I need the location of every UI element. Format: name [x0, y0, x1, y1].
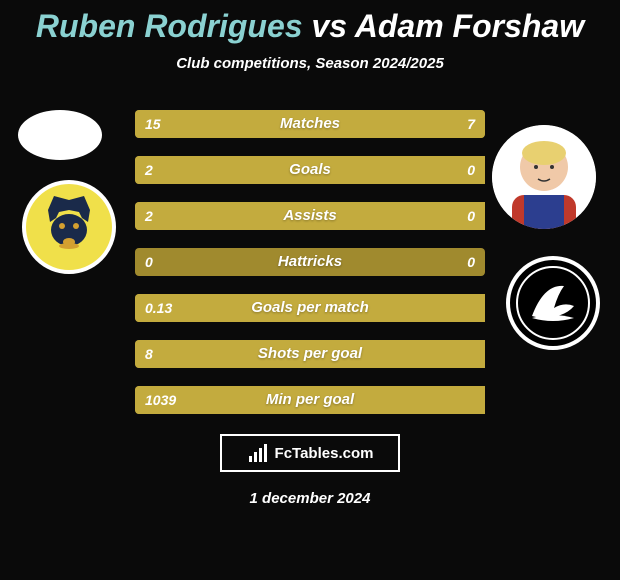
- oxford-united-icon: [34, 192, 104, 262]
- stat-value-left: 2: [145, 202, 153, 230]
- stat-row: Goals per match0.13: [135, 294, 485, 322]
- club2-badge: [506, 256, 600, 350]
- player1-name: Ruben Rodrigues: [36, 8, 303, 44]
- stat-row: Hattricks0 0: [135, 248, 485, 276]
- stat-label: Goals: [135, 156, 485, 184]
- stat-label: Assists: [135, 202, 485, 230]
- vs-text: vs: [311, 8, 347, 44]
- chart-icon: [247, 442, 269, 464]
- page-title: Ruben Rodrigues vs Adam Forshaw: [0, 0, 620, 45]
- stat-value-left: 0: [145, 248, 153, 276]
- club1-badge: [22, 180, 116, 274]
- stat-label: Matches: [135, 110, 485, 138]
- stat-value-right: 0: [467, 202, 475, 230]
- stat-row: Goals2 0: [135, 156, 485, 184]
- stat-value-left: 1039: [145, 386, 176, 414]
- footer-site: FcTables.com: [275, 445, 374, 462]
- stat-row: Min per goal1039: [135, 386, 485, 414]
- stat-label: Goals per match: [135, 294, 485, 322]
- footer-date: 1 december 2024: [0, 490, 620, 507]
- player2-face-icon: [492, 125, 596, 229]
- stat-row: Shots per goal8: [135, 340, 485, 368]
- player1-avatar: [18, 110, 102, 160]
- footer-logo: FcTables.com: [220, 434, 400, 472]
- stat-value-right: 7: [467, 110, 475, 138]
- stat-label: Hattricks: [135, 248, 485, 276]
- stat-row: Assists2 0: [135, 202, 485, 230]
- stat-value-left: 2: [145, 156, 153, 184]
- stat-row: Matches15 7: [135, 110, 485, 138]
- player2-name: Adam Forshaw: [355, 8, 584, 44]
- stat-value-left: 8: [145, 340, 153, 368]
- stat-value-right: 0: [467, 156, 475, 184]
- plymouth-icon: [514, 264, 592, 342]
- stat-label: Shots per goal: [135, 340, 485, 368]
- subtitle: Club competitions, Season 2024/2025: [0, 55, 620, 72]
- stat-value-right: 0: [467, 248, 475, 276]
- stats-table: Matches157Goals20Assists20Hattricks00Goa…: [135, 110, 485, 414]
- player2-avatar: [492, 125, 596, 229]
- stat-label: Min per goal: [135, 386, 485, 414]
- stat-value-left: 15: [145, 110, 161, 138]
- stat-value-left: 0.13: [145, 294, 172, 322]
